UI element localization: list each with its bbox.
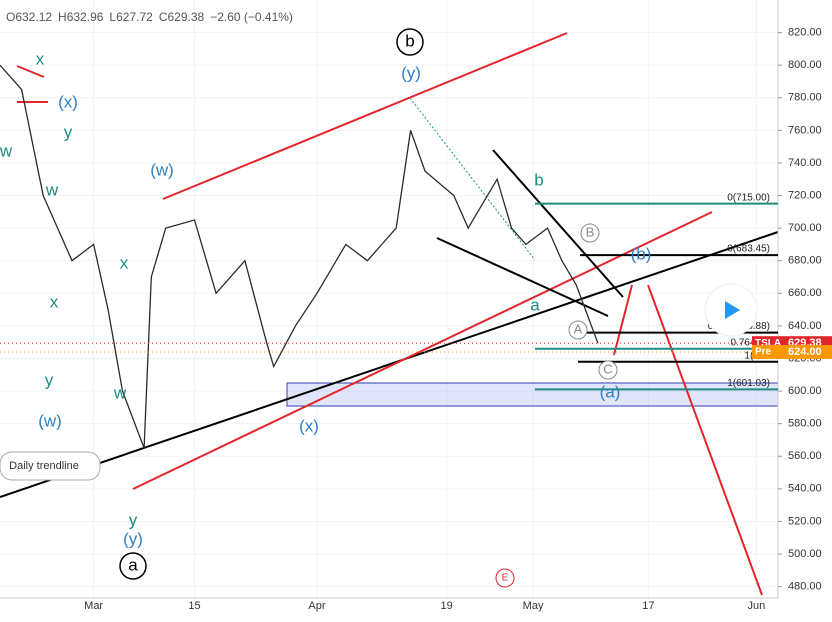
y-tick-label: 780.00	[788, 92, 822, 104]
y-tick-label: 820.00	[788, 26, 822, 38]
wave-label: y	[45, 370, 54, 389]
wave-label: a	[530, 295, 540, 314]
level-label: 0.764(62	[731, 337, 771, 348]
wave-label: y	[129, 510, 138, 529]
wave-circle	[495, 568, 515, 588]
wave-label: x	[36, 49, 45, 68]
wave-label: w	[45, 180, 59, 199]
y-tick-label: 500.00	[788, 548, 822, 560]
price-tag-name: Pre	[755, 347, 772, 358]
wedge-upper	[492, 149, 624, 298]
wave-circle	[119, 552, 147, 580]
marker-line	[16, 65, 45, 78]
wave-label: E	[502, 573, 509, 584]
note-label: Daily trendline	[9, 460, 79, 472]
price-line	[0, 64, 599, 449]
ohlc-value: O632.12	[6, 10, 52, 24]
channel-upper	[162, 32, 568, 200]
price-tag-name: TSLA	[755, 338, 781, 349]
wave-label: x	[120, 253, 129, 272]
x-tick-label: 19	[441, 600, 453, 612]
level-label: 0(683.45)	[727, 244, 770, 255]
note-box	[0, 451, 101, 481]
wave-label: (y)	[401, 63, 421, 82]
wave-label: (y)	[123, 529, 143, 548]
ohlc-value: H632.96	[58, 10, 104, 24]
wave-label: b	[534, 170, 543, 189]
wave-label: (x)	[58, 92, 78, 111]
price-tag	[752, 344, 832, 359]
y-tick-label: 520.00	[788, 515, 822, 527]
wave-circle	[598, 360, 618, 380]
y-tick-label: 700.00	[788, 222, 822, 234]
x-tick-label: Jun	[748, 600, 766, 612]
level-label: 1(601.03)	[727, 378, 770, 389]
price-tag-value: 624.00	[788, 346, 822, 358]
y-tick-label: 660.00	[788, 287, 822, 299]
x-tick-label: 15	[188, 600, 200, 612]
wave-circle	[568, 320, 588, 340]
y-tick-label: 680.00	[788, 255, 822, 267]
y-tick-label: 640.00	[788, 320, 822, 332]
level-label: 0(715.00)	[727, 192, 770, 203]
wave-label: w	[0, 141, 13, 160]
wave-label: (x)	[299, 416, 319, 435]
wave-label: x	[50, 292, 59, 311]
y-tick-label: 600.00	[788, 385, 822, 397]
wave-circle	[580, 223, 600, 243]
y-tick-label: 480.00	[788, 581, 822, 593]
y-tick-label: 800.00	[788, 59, 822, 71]
wave-label: (w)	[150, 160, 174, 179]
x-tick-label: May	[523, 600, 544, 612]
projection	[647, 284, 763, 596]
wedge-lower	[436, 237, 609, 317]
wave-label: (a)	[600, 382, 621, 401]
wave-label: (w)	[38, 411, 62, 430]
grid	[0, 0, 778, 598]
wave-circle	[396, 28, 424, 56]
target-box	[286, 382, 779, 407]
wave-label: (b)	[631, 244, 652, 263]
wave-label: C	[603, 361, 612, 376]
wave-label: B	[586, 224, 595, 239]
y-tick-label: 760.00	[788, 124, 822, 136]
wave-label: w	[113, 383, 127, 402]
y-tick-label: 560.00	[788, 450, 822, 462]
wave-label: a	[128, 555, 138, 574]
wave-label: A	[574, 321, 583, 336]
x-tick-label: 17	[642, 600, 654, 612]
trendline	[0, 231, 779, 498]
wave-label: y	[64, 122, 73, 141]
ohlc-value: −2.60 (−0.41%)	[210, 10, 293, 24]
play-icon	[725, 301, 740, 319]
y-tick-label: 720.00	[788, 189, 822, 201]
channel-lower	[132, 211, 713, 490]
wave-label: b	[405, 31, 414, 50]
x-tick-label: Apr	[308, 600, 325, 612]
y-tick-label: 740.00	[788, 157, 822, 169]
y-tick-label: 580.00	[788, 418, 822, 430]
ohlc-value: C629.38	[159, 10, 205, 24]
y-tick-label: 540.00	[788, 483, 822, 495]
x-tick-label: Mar	[84, 600, 103, 612]
ohlc-value: L627.72	[109, 10, 153, 24]
